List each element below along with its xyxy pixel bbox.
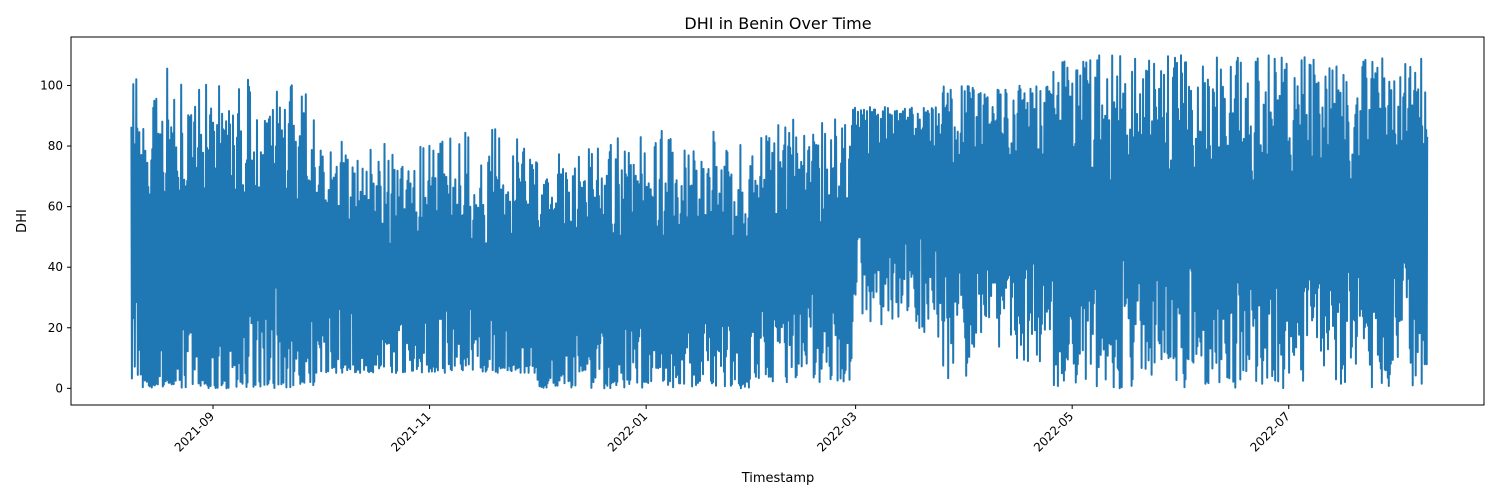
x-tick-label: 2022-07 bbox=[1248, 409, 1293, 454]
y-tick-label: 80 bbox=[48, 139, 63, 153]
y-tick-label: 40 bbox=[48, 260, 63, 274]
x-axis-label: Timestamp bbox=[741, 471, 815, 486]
chart-title: DHI in Benin Over Time bbox=[684, 14, 871, 33]
y-tick-label: 20 bbox=[48, 321, 63, 335]
y-axis-label: DHI bbox=[15, 209, 30, 233]
x-tick-label: 2022-01 bbox=[605, 409, 650, 454]
x-axis: 2021-09 2021-11 2022-01 2022-03 2022-05 2022-… bbox=[172, 405, 1293, 455]
x-tick-label: 2022-03 bbox=[814, 409, 859, 454]
y-tick-label: 0 bbox=[55, 381, 63, 395]
y-tick-label: 100 bbox=[40, 78, 63, 92]
dhi-series-line bbox=[130, 54, 1429, 390]
plot-area bbox=[130, 54, 1429, 390]
y-tick-label: 60 bbox=[48, 200, 63, 214]
x-tick-label: 2022-05 bbox=[1031, 409, 1076, 454]
plot-frame bbox=[70, 36, 1485, 406]
y-axis: 0 20 40 60 80 100 bbox=[40, 78, 71, 395]
x-tick-label: 2021-09 bbox=[172, 409, 217, 454]
x-tick-label: 2021-11 bbox=[388, 409, 433, 454]
